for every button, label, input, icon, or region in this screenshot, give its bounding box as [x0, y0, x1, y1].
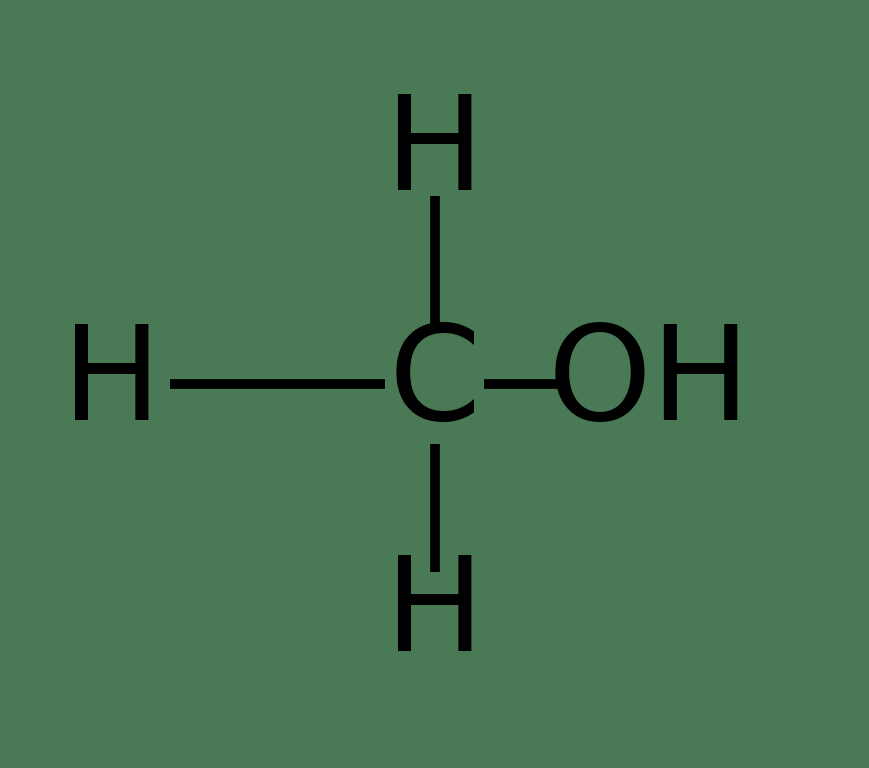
Text: H: H [385, 90, 484, 217]
Text: C: C [388, 320, 481, 448]
Text: H: H [385, 551, 484, 678]
Text: OH: OH [548, 320, 751, 448]
Text: H: H [63, 320, 162, 448]
